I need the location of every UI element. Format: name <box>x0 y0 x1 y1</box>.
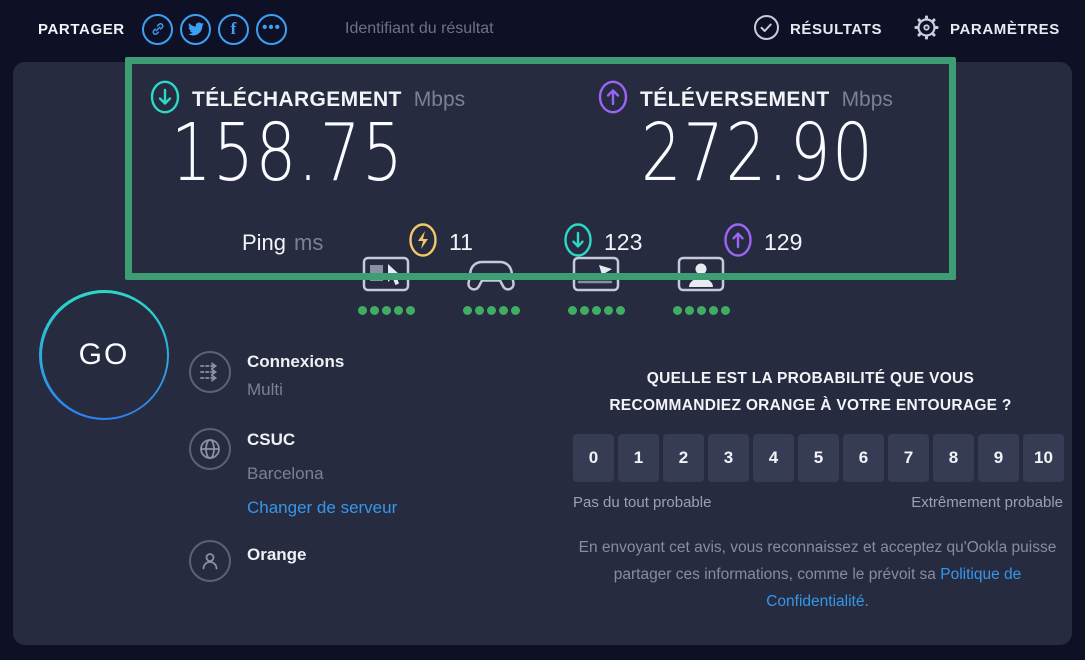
link-icon <box>150 21 166 37</box>
download-label: TÉLÉCHARGEMENT <box>192 87 402 111</box>
upload-latency-group: 129 <box>723 222 802 263</box>
download-latency-icon <box>563 222 593 263</box>
disclaimer-suffix: . <box>864 593 869 610</box>
download-unit: Mbps <box>413 87 466 111</box>
ping-unit: ms <box>294 230 324 255</box>
scale-labels: Pas du tout probable Extrêmement probabl… <box>573 494 1063 511</box>
rating-button-9[interactable]: 9 <box>978 434 1019 482</box>
privacy-policy-link[interactable]: Politique de Confidentialité <box>766 566 1022 610</box>
go-button-inner: GO <box>41 292 167 418</box>
connections-value: Multi <box>247 380 283 399</box>
survey-question: QUELLE EST LA PROBABILITÉ QUE VOUS RECOM… <box>558 365 1063 419</box>
ellipsis-icon: ••• <box>262 18 281 36</box>
streaming-icon <box>571 256 621 301</box>
scale-high-label: Extrêmement probable <box>911 494 1063 511</box>
idle-latency-value: 11 <box>449 229 473 255</box>
change-server-link[interactable]: Changer de serveur <box>247 498 398 517</box>
download-latency-value: 123 <box>604 229 643 255</box>
facebook-icon: f <box>230 19 237 38</box>
browsing-icon <box>361 256 411 301</box>
gaming-rating-dots <box>462 306 520 315</box>
survey-question-line2: RECOMMANDIEZ ORANGE À VOTRE ENTOURAGE ? <box>609 397 1012 414</box>
device-browsing <box>357 256 415 315</box>
rating-button-2[interactable]: 2 <box>663 434 704 482</box>
share-facebook-button[interactable]: f <box>218 13 249 45</box>
ping-label-group: Ping ms <box>242 230 323 256</box>
upload-arrow-icon <box>598 80 628 119</box>
ping-label: Ping <box>242 230 287 255</box>
rating-button-1[interactable]: 1 <box>618 434 659 482</box>
gaming-icon <box>464 256 518 301</box>
isp-name: Orange <box>247 545 307 564</box>
upload-label: TÉLÉVERSEMENT <box>640 87 830 111</box>
idle-latency-icon <box>408 222 438 263</box>
share-more-button[interactable]: ••• <box>256 13 287 45</box>
rating-button-3[interactable]: 3 <box>708 434 749 482</box>
disclaimer-text: En envoyant cet avis, vous reconnaissez … <box>578 539 1057 583</box>
download-latency-group: 123 <box>563 222 642 263</box>
rating-button-8[interactable]: 8 <box>933 434 974 482</box>
go-button-label: GO <box>78 338 130 371</box>
video-chat-icon <box>676 256 726 301</box>
rating-button-10[interactable]: 10 <box>1023 434 1064 482</box>
scale-low-label: Pas du tout probable <box>573 494 712 511</box>
download-header: TÉLÉCHARGEMENT Mbps <box>150 80 465 119</box>
download-arrow-icon <box>150 80 180 119</box>
upload-unit: Mbps <box>841 87 893 111</box>
share-link-button[interactable] <box>142 13 173 45</box>
server-name: CSUC <box>247 430 296 449</box>
settings-nav-button[interactable]: PARAMÈTRES <box>913 14 1060 45</box>
server-globe-icon <box>189 428 231 470</box>
download-value: 158.75 <box>171 106 405 199</box>
connections-label: Connexions <box>247 352 345 371</box>
rating-scale: 0 1 2 3 4 5 6 7 8 9 10 <box>573 434 1064 482</box>
upload-header: TÉLÉVERSEMENT Mbps <box>598 80 893 119</box>
device-streaming <box>567 256 625 315</box>
survey-question-line1: QUELLE EST LA PROBABILITÉ QUE VOUS <box>646 370 975 387</box>
connections-icon <box>189 351 231 393</box>
device-ratings-row <box>357 256 730 315</box>
rating-button-6[interactable]: 6 <box>843 434 884 482</box>
settings-nav-label: PARAMÈTRES <box>950 20 1060 38</box>
result-panel: TÉLÉCHARGEMENT Mbps 158.75 TÉLÉVERSEMENT… <box>13 62 1072 645</box>
upload-latency-icon <box>723 222 753 263</box>
device-gaming <box>462 256 520 315</box>
streaming-rating-dots <box>567 306 625 315</box>
video-chat-rating-dots <box>672 306 730 315</box>
rating-button-4[interactable]: 4 <box>753 434 794 482</box>
rating-button-7[interactable]: 7 <box>888 434 929 482</box>
idle-latency-group: 11 <box>408 222 473 263</box>
rating-button-5[interactable]: 5 <box>798 434 839 482</box>
check-circle-icon <box>753 14 780 45</box>
rating-button-0[interactable]: 0 <box>573 434 614 482</box>
results-nav-button[interactable]: RÉSULTATS <box>753 14 882 45</box>
gear-icon <box>913 14 940 45</box>
go-button[interactable]: GO <box>39 290 169 420</box>
twitter-icon <box>187 21 204 37</box>
upload-latency-value: 129 <box>764 229 803 255</box>
results-nav-label: RÉSULTATS <box>790 20 883 38</box>
top-bar: PARTAGER f <box>0 0 1085 58</box>
result-id-label: Identifiant du résultat <box>345 20 494 37</box>
server-location: Barcelona <box>247 464 324 483</box>
survey-disclaimer: En envoyant cet avis, vous reconnaissez … <box>565 534 1070 615</box>
share-buttons: f ••• <box>142 13 287 45</box>
browsing-rating-dots <box>357 306 415 315</box>
isp-person-icon <box>189 540 231 582</box>
share-twitter-button[interactable] <box>180 13 211 45</box>
share-label: PARTAGER <box>38 20 125 38</box>
upload-value: 272.90 <box>641 106 875 199</box>
device-video-chat <box>672 256 730 315</box>
